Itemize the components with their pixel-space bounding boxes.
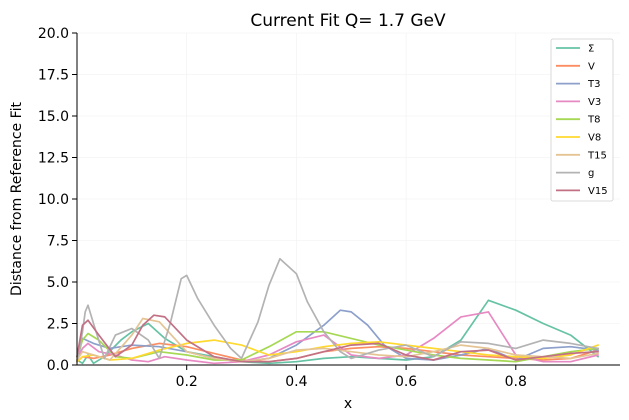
x-tick-label: 0.6 xyxy=(395,374,417,390)
y-tick-label: 10.0 xyxy=(38,192,69,208)
series-line xyxy=(76,317,599,363)
y-tick-label: 15.0 xyxy=(38,109,69,125)
legend-label: T8 xyxy=(587,115,600,126)
legend-frame xyxy=(550,38,614,202)
y-tick-label: 12.5 xyxy=(38,151,69,167)
series-line xyxy=(76,314,599,363)
legend-label: V xyxy=(588,61,595,72)
x-ticks: 0.2 0.4 0.6 0.8 xyxy=(176,365,527,390)
y-ticks: 0.0 2.5 5.0 7.5 10.0 12.5 15.0 17.5 20.0 xyxy=(38,26,77,374)
x-axis-label: x xyxy=(344,396,352,412)
y-tick-label: 20.0 xyxy=(38,26,69,42)
chart-title: Current Fit Q= 1.7 GeV xyxy=(250,11,446,31)
series-lines xyxy=(76,257,599,365)
x-tick-label: 0.8 xyxy=(505,374,527,390)
legend-label: Σ xyxy=(588,44,594,55)
legend-label: T3 xyxy=(587,79,600,90)
y-tick-label: 0.0 xyxy=(47,358,69,374)
y-tick-label: 2.5 xyxy=(47,317,69,333)
legend-label: T15 xyxy=(587,150,607,161)
legend-label: V3 xyxy=(588,97,601,108)
legend-label: V8 xyxy=(588,133,601,144)
legend-label: V15 xyxy=(588,186,608,197)
y-axis-label: Distance from Reference Fit xyxy=(9,101,25,296)
y-tick-label: 7.5 xyxy=(47,234,69,250)
y-tick-label: 17.5 xyxy=(38,68,69,84)
x-tick-label: 0.4 xyxy=(285,374,307,390)
x-tick-label: 0.2 xyxy=(176,374,198,390)
legend: ΣV T3 V3 T8 V8 T15 g V15 xyxy=(550,38,614,202)
y-tick-label: 5.0 xyxy=(47,275,69,291)
series-line xyxy=(76,330,599,363)
series-line xyxy=(76,257,599,363)
series-line xyxy=(76,299,599,365)
legend-label: g xyxy=(588,168,594,179)
